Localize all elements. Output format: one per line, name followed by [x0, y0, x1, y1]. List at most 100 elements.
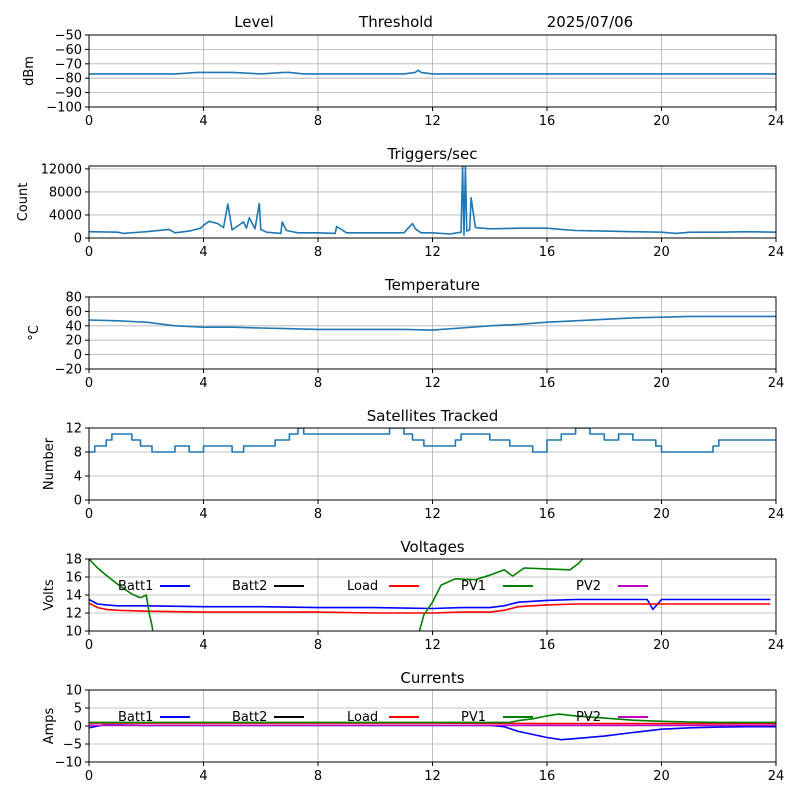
x-tick-label: 0: [85, 376, 93, 391]
x-tick-label: 16: [539, 376, 556, 391]
series-line-0: [89, 315, 776, 331]
series-line-load: [89, 602, 771, 614]
legend-label-batt2: Batt2: [232, 579, 267, 594]
series-line-0: [89, 428, 776, 453]
y-tick-label: 4000: [49, 208, 82, 223]
y-axis-label: Number: [42, 437, 57, 490]
x-tick-label: 20: [653, 114, 670, 129]
x-tick-label: 16: [539, 638, 556, 653]
x-tick-label: 4: [199, 245, 207, 260]
series-line-pv1: [89, 713, 776, 724]
x-tick-label: 20: [653, 376, 670, 391]
x-tick-label: 20: [653, 507, 670, 522]
x-tick-label: 8: [314, 769, 322, 784]
legend-label-batt2: Batt2: [232, 710, 267, 725]
x-tick-label: 12: [424, 769, 441, 784]
y-tick-label: 0: [74, 348, 82, 363]
x-tick-label: 0: [85, 114, 93, 129]
y-tick-label: 0: [74, 720, 82, 735]
x-tick-label: 24: [768, 769, 785, 784]
y-tick-label: 20: [65, 334, 82, 349]
x-tick-label: 8: [314, 245, 322, 260]
y-tick-label: −100: [46, 101, 82, 116]
y-tick-label: 12: [65, 607, 82, 622]
x-tick-label: 8: [314, 507, 322, 522]
x-tick-label: 4: [199, 376, 207, 391]
panel-5: 0 4 8 12 16 20 24 −10 −5 0 5 10 Currents Amps Batt1 Bat…: [42, 669, 784, 784]
y-tick-label: −80: [55, 72, 82, 87]
y-tick-label: 60: [65, 305, 82, 320]
legend-label-batt1: Batt1: [118, 579, 153, 594]
y-tick-label: 14: [65, 589, 82, 604]
panel-title: Currents: [400, 669, 464, 687]
legend-label-pv2: PV2: [576, 710, 601, 725]
x-tick-label: 4: [199, 638, 207, 653]
x-tick-label: 8: [314, 114, 322, 129]
legend-label-load: Load: [347, 710, 378, 725]
y-tick-label: 5: [74, 702, 82, 717]
panel-1: 0 4 8 12 16 20 24 0 4000 8000 12000 Triggers/sec Cou…: [16, 145, 784, 260]
x-tick-label: 4: [199, 507, 207, 522]
y-tick-label: 40: [65, 319, 82, 334]
x-tick-label: 8: [314, 638, 322, 653]
legend-label-pv1: PV1: [461, 710, 486, 725]
y-tick-label: −20: [55, 363, 82, 378]
y-tick-label: 10: [65, 684, 82, 699]
series-line-0: [89, 69, 776, 75]
x-tick-label: 4: [199, 114, 207, 129]
y-tick-label: 10: [65, 625, 82, 640]
y-tick-label: 8: [74, 446, 82, 461]
legend-label-pv2: PV2: [576, 579, 601, 594]
legend-label-load: Load: [347, 579, 378, 594]
x-tick-label: 20: [653, 638, 670, 653]
panel-title: Satellites Tracked: [367, 407, 498, 425]
x-tick-label: 16: [539, 769, 556, 784]
y-axis-label: Amps: [42, 707, 57, 744]
y-tick-label: 4: [74, 470, 82, 485]
x-tick-label: 20: [653, 245, 670, 260]
y-tick-label: 12000: [41, 162, 82, 177]
series-line-pv1: [418, 559, 584, 631]
x-tick-label: 0: [85, 507, 93, 522]
y-tick-label: 12: [65, 422, 82, 437]
panel-title: Triggers/sec: [387, 145, 478, 163]
legend-label-pv1: PV1: [461, 579, 486, 594]
header-left: Level: [234, 13, 274, 31]
x-tick-label: 12: [424, 114, 441, 129]
y-axis-label: Volts: [42, 579, 57, 611]
y-tick-label: 16: [65, 571, 82, 586]
legend-label-batt1: Batt1: [118, 710, 153, 725]
x-tick-label: 24: [768, 376, 785, 391]
series-line-pv1: [89, 559, 154, 631]
y-tick-label: 8000: [49, 185, 82, 200]
y-tick-label: −50: [55, 29, 82, 44]
y-tick-label: 18: [65, 553, 82, 568]
y-tick-label: −5: [63, 738, 82, 753]
x-tick-label: 20: [653, 769, 670, 784]
y-tick-label: −10: [55, 756, 82, 771]
y-tick-label: −90: [55, 86, 82, 101]
header-center: Threshold: [358, 13, 433, 31]
x-tick-label: 24: [768, 638, 785, 653]
x-tick-label: 0: [85, 638, 93, 653]
x-tick-label: 24: [768, 507, 785, 522]
series-line-batt1: [89, 598, 771, 611]
panel-3: 0 4 8 12 16 20 24 0 4 8 12 Satellites Tracked Number: [42, 407, 784, 522]
x-tick-label: 12: [424, 638, 441, 653]
y-tick-label: −70: [55, 57, 82, 72]
x-tick-label: 12: [424, 376, 441, 391]
x-tick-label: 24: [768, 245, 785, 260]
x-tick-label: 24: [768, 114, 785, 129]
x-tick-label: 0: [85, 245, 93, 260]
panel-title: Voltages: [400, 538, 464, 556]
y-axis-label: Count: [16, 183, 31, 222]
y-axis-label: °C: [27, 325, 42, 341]
panel-title: Temperature: [384, 276, 480, 294]
y-tick-label: −60: [55, 43, 82, 58]
x-tick-label: 0: [85, 769, 93, 784]
x-tick-label: 12: [424, 245, 441, 260]
panel-0: 0 4 8 12 16 20 24 −100−90−80−70−60−50 dBm: [22, 29, 784, 130]
x-tick-label: 8: [314, 376, 322, 391]
